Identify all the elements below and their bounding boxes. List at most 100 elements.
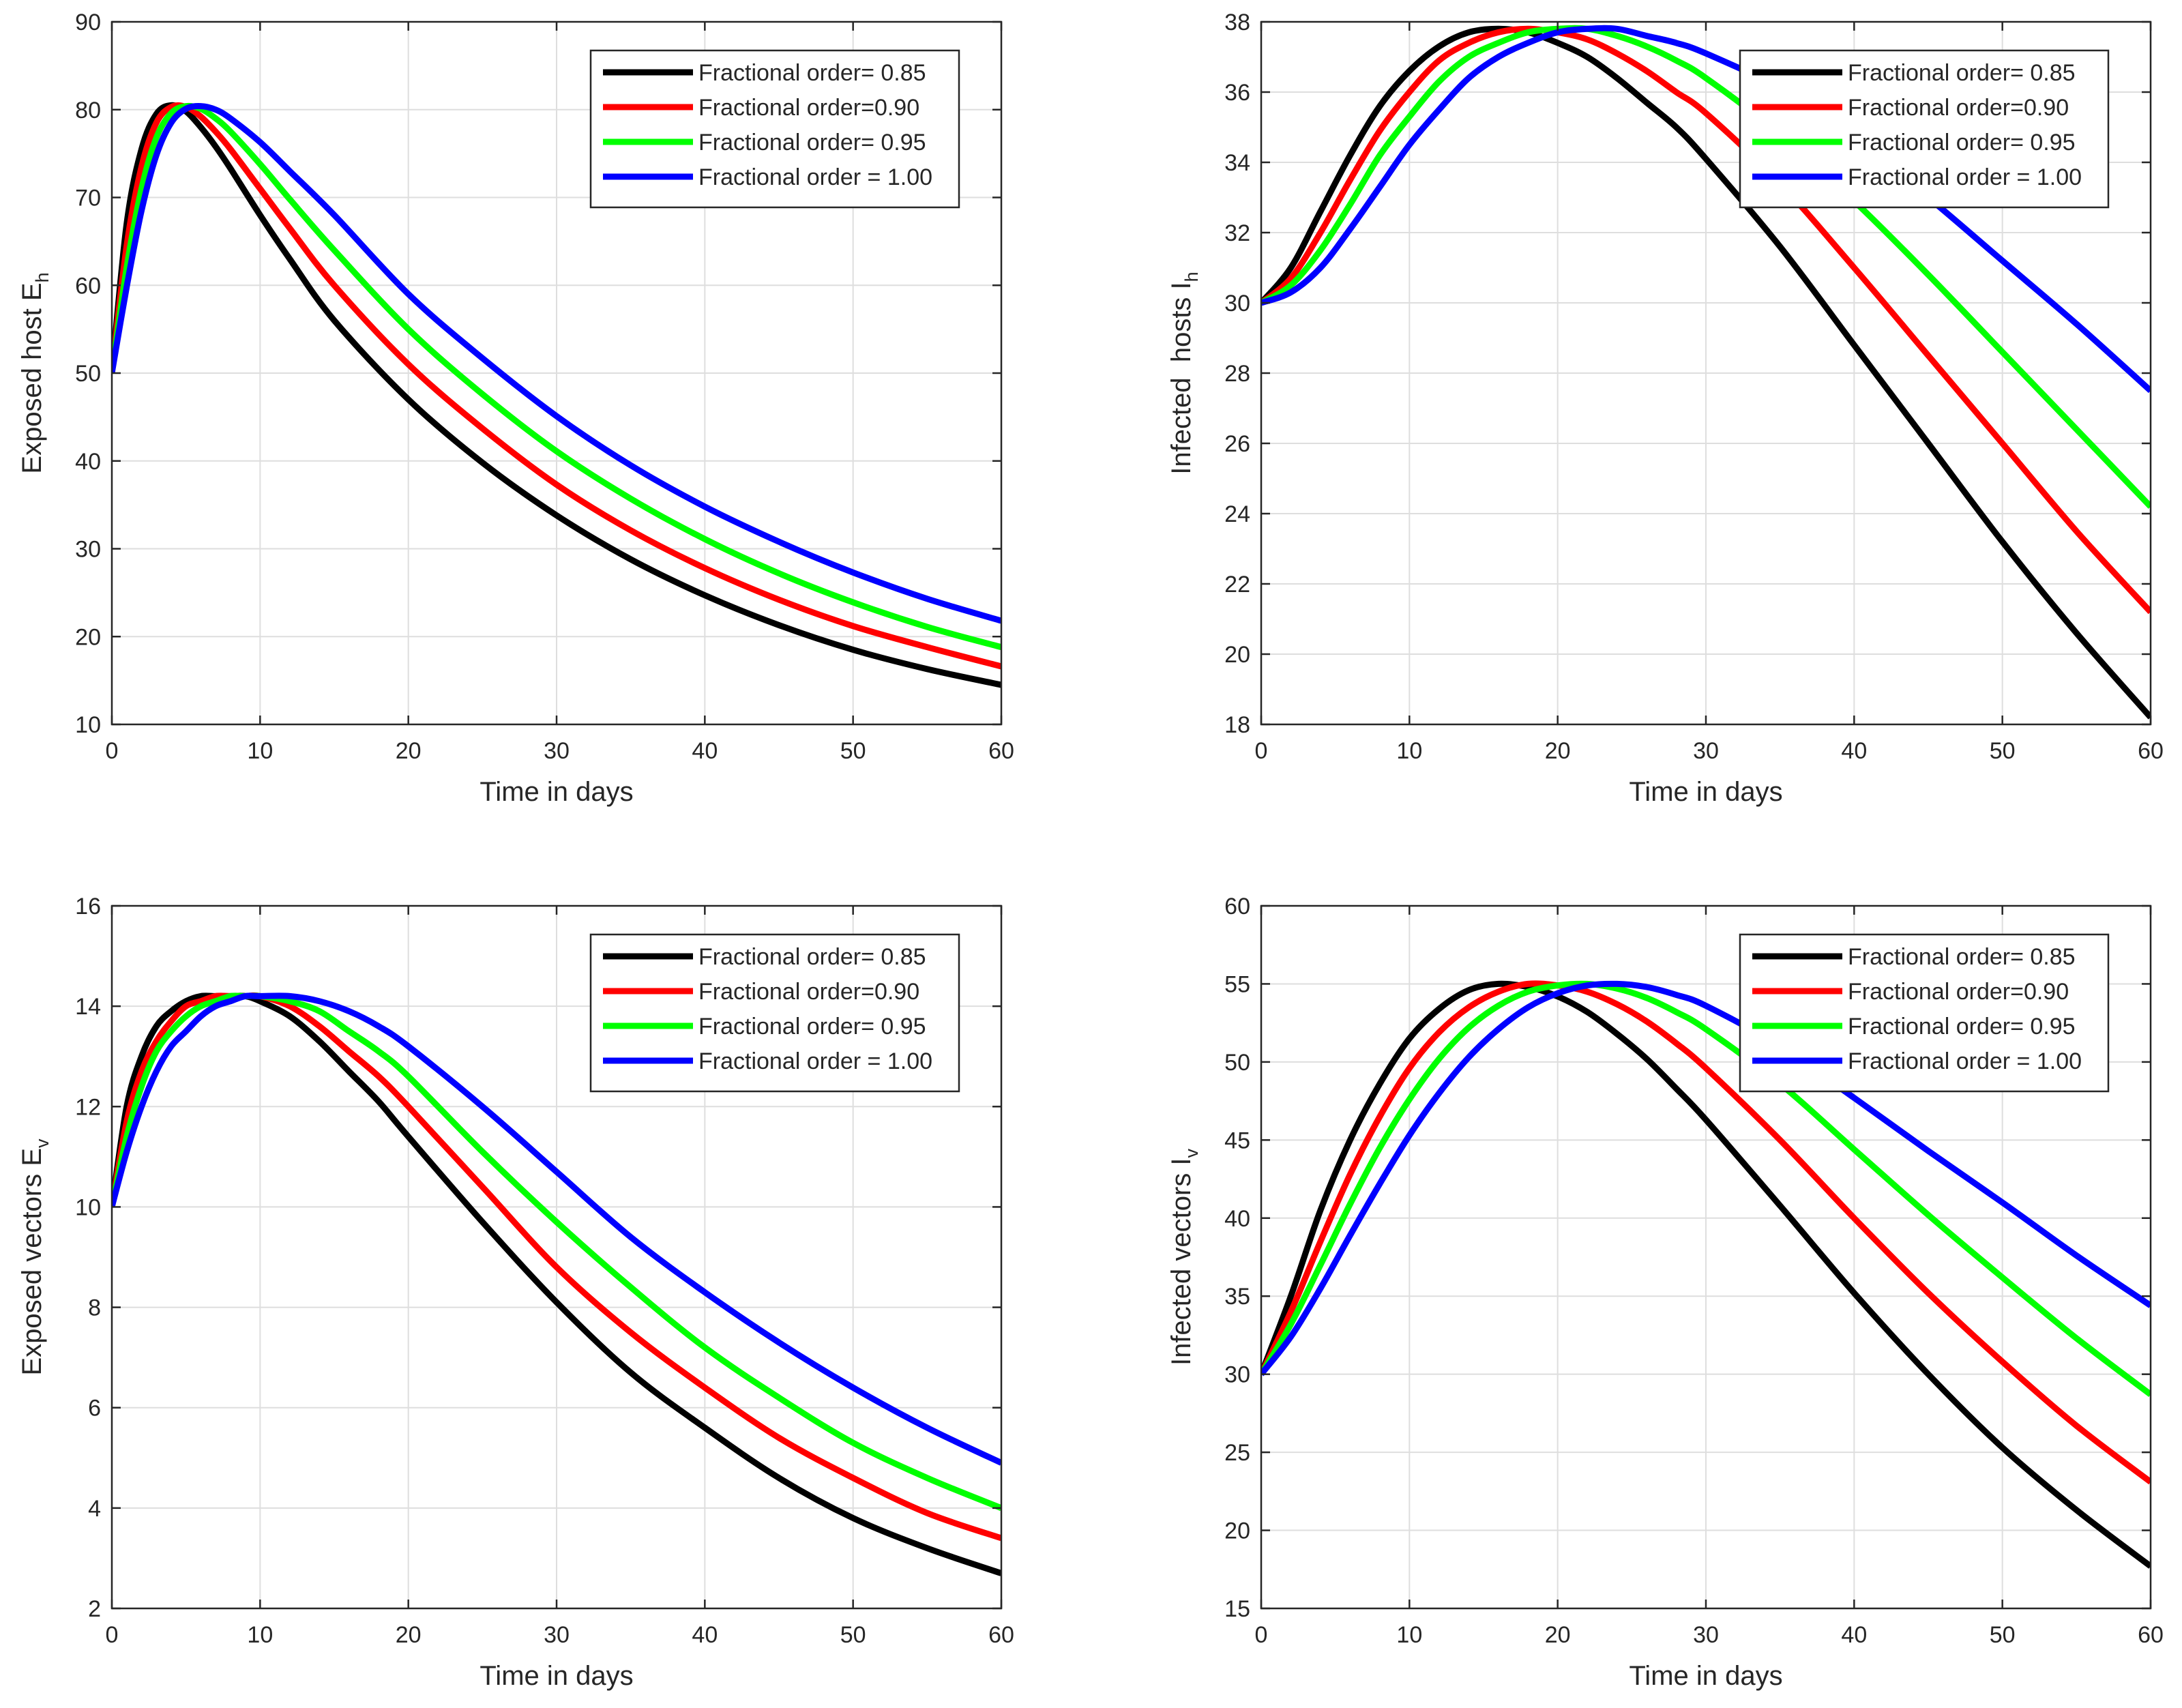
y-tick-label: 30 <box>1224 291 1250 316</box>
series-line-2 <box>1261 980 2151 1485</box>
series-line-3 <box>112 102 1001 651</box>
x-tick-label: 20 <box>396 1622 422 1648</box>
x-tick-label: 30 <box>1693 1622 1719 1648</box>
series-line-4 <box>112 103 1001 624</box>
y-tick-label: 25 <box>1224 1440 1250 1466</box>
y-tick-label: 35 <box>1224 1284 1250 1310</box>
legend-label-1: Fractional order= 0.85 <box>1848 944 2076 970</box>
y-tick-label: 4 <box>88 1496 101 1522</box>
series-group <box>1261 25 2151 720</box>
x-tick-label: 10 <box>247 738 273 764</box>
y-tick-label: 22 <box>1224 572 1250 598</box>
x-tick-label: 50 <box>1990 1622 2016 1648</box>
y-tick-label: 18 <box>1224 712 1250 738</box>
x-tick-label: 20 <box>1545 1622 1571 1648</box>
y-tick-label: 40 <box>75 449 101 475</box>
x-axis-label: Time in days <box>480 1661 633 1691</box>
y-tick-label: 8 <box>88 1295 101 1321</box>
x-tick-label: 50 <box>1990 738 2016 764</box>
x-tick-label: 50 <box>840 1622 866 1648</box>
y-axis-label: Exposed host Eh <box>17 272 53 473</box>
y-tick-label: 60 <box>1224 894 1250 919</box>
x-tick-label: 10 <box>1396 738 1422 764</box>
y-axis-label: Infected hosts Ih <box>1166 271 1202 474</box>
legend-label-1: Fractional order= 0.85 <box>1848 60 2076 86</box>
x-tick-label: 10 <box>1396 1622 1422 1648</box>
x-tick-label: 60 <box>2138 1622 2164 1648</box>
y-tick-label: 36 <box>1224 80 1250 106</box>
y-tick-label: 10 <box>75 1194 101 1220</box>
y-tick-label: 50 <box>75 361 101 387</box>
legend-label-4: Fractional order = 1.00 <box>1848 1048 2082 1074</box>
y-tick-label: 90 <box>75 10 101 35</box>
legend: Fractional order= 0.85 Fractional order=0… <box>1739 49 2110 209</box>
legend-label-3: Fractional order= 0.95 <box>1848 130 2076 156</box>
legend-label-2: Fractional order=0.90 <box>698 979 919 1005</box>
series-group <box>112 992 1001 1576</box>
y-tick-label: 38 <box>1224 10 1250 35</box>
x-tick-label: 60 <box>988 1622 1014 1648</box>
y-tick-label: 80 <box>75 98 101 123</box>
y-tick-label: 34 <box>1224 150 1250 176</box>
x-tick-label: 40 <box>1841 1622 1867 1648</box>
x-tick-label: 20 <box>396 738 422 764</box>
series-group <box>112 102 1001 688</box>
series-line-1 <box>112 102 1001 688</box>
y-tick-label: 55 <box>1224 971 1250 997</box>
legend-label-2: Fractional order=0.90 <box>1848 979 2069 1005</box>
x-tick-label: 50 <box>840 738 866 764</box>
series-line-2 <box>112 992 1001 1542</box>
chart-2: 0 10 20 30 40 50 60 18 20 22 24 26 28 30 32 34 36 38 Time … <box>1166 10 2164 807</box>
y-tick-label: 12 <box>75 1094 101 1120</box>
legend-label-3: Fractional order= 0.95 <box>698 130 926 156</box>
series-line-3 <box>1261 25 2151 509</box>
x-axis-label: Time in days <box>1629 777 1782 807</box>
x-axis-label: Time in days <box>1629 1661 1782 1691</box>
legend-label-1: Fractional order= 0.85 <box>698 944 926 970</box>
y-tick-label: 30 <box>1224 1362 1250 1388</box>
chart-4: 0 10 20 30 40 50 60 15 20 25 30 35 40 45 50 55 60 Time in… <box>1166 894 2164 1691</box>
x-tick-label: 0 <box>106 738 119 764</box>
y-tick-label: 70 <box>75 186 101 211</box>
series-line-3 <box>112 992 1001 1512</box>
legend: Fractional order= 0.85 Fractional order=0… <box>589 933 960 1093</box>
y-tick-label: 45 <box>1224 1128 1250 1153</box>
legend-label-2: Fractional order=0.90 <box>698 95 919 121</box>
legend-box <box>589 49 960 209</box>
y-tick-label: 2 <box>88 1596 101 1622</box>
legend-label-4: Fractional order = 1.00 <box>1848 164 2082 190</box>
y-tick-label: 15 <box>1224 1596 1250 1622</box>
legend-box <box>1739 933 2110 1093</box>
x-tick-label: 10 <box>247 1622 273 1648</box>
y-tick-label: 10 <box>75 712 101 738</box>
y-tick-label: 16 <box>75 894 101 919</box>
y-tick-label: 26 <box>1224 431 1250 457</box>
series-line-1 <box>1261 25 2151 720</box>
y-axis-label: Exposed vectors Ev <box>17 1138 53 1376</box>
legend: Fractional order= 0.85 Fractional order=0… <box>1739 933 2110 1093</box>
y-tick-label: 30 <box>75 537 101 563</box>
legend-label-1: Fractional order= 0.85 <box>698 60 926 86</box>
series-line-2 <box>1261 25 2151 615</box>
series-line-4 <box>112 992 1001 1466</box>
x-tick-label: 0 <box>1255 738 1268 764</box>
y-tick-label: 6 <box>88 1396 101 1422</box>
legend: Fractional order= 0.85 Fractional order=0… <box>589 49 960 209</box>
series-line-4 <box>1261 25 2151 394</box>
y-tick-label: 50 <box>1224 1050 1250 1076</box>
x-tick-label: 40 <box>692 1622 718 1648</box>
series-group <box>1261 980 2151 1569</box>
y-axis-label: Infected vectors Iv <box>1166 1148 1202 1366</box>
x-tick-label: 30 <box>1693 738 1719 764</box>
y-tick-label: 24 <box>1224 501 1250 527</box>
legend-label-4: Fractional order = 1.00 <box>698 164 932 190</box>
x-axis-label: Time in days <box>480 777 633 807</box>
y-tick-label: 32 <box>1224 220 1250 246</box>
y-tick-label: 14 <box>75 994 101 1020</box>
legend-label-3: Fractional order= 0.95 <box>698 1014 926 1040</box>
legend-box <box>589 933 960 1093</box>
x-tick-label: 60 <box>2138 738 2164 764</box>
series-line-1 <box>1261 980 2151 1569</box>
legend-label-4: Fractional order = 1.00 <box>698 1048 932 1074</box>
x-tick-label: 30 <box>544 1622 570 1648</box>
